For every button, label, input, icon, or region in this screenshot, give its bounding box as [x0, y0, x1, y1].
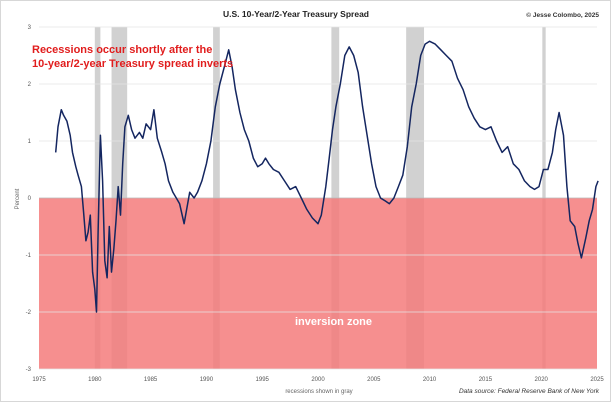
chart-credit: © Jesse Colombo, 2025	[526, 11, 599, 19]
annotation-line: 10-year/2-year Treasury spread inverts	[32, 58, 233, 70]
data-source: Data source: Federal Reserve Bank of New…	[459, 388, 600, 395]
y-tick-label: 2	[28, 82, 32, 88]
y-tick-label: 1	[28, 139, 32, 145]
inversion-zone	[39, 198, 597, 369]
series-line-spread	[54, 40, 599, 313]
x-tick-label: 1990	[200, 377, 214, 383]
annotation-line: Recessions occur shortly after the	[32, 44, 212, 56]
annotation-text: Recessions occur shortly after the 10-yea…	[32, 44, 233, 70]
y-tick-label: 3	[28, 25, 32, 31]
x-tick-label: 1975	[32, 377, 46, 383]
x-tick-label: 2000	[311, 377, 325, 383]
x-tick-label: 1980	[88, 377, 102, 383]
gridlines	[39, 26, 597, 370]
y-tick-label: -2	[26, 310, 32, 316]
x-tick-label: 1985	[144, 377, 158, 383]
y-tick-label: -3	[26, 367, 32, 373]
inversion-zone-label: inversion zone	[295, 316, 372, 328]
x-tick-label: 2020	[535, 377, 549, 383]
x-tick-label: 2015	[479, 377, 493, 383]
x-tick-label: 1995	[256, 377, 270, 383]
y-tick-label: -1	[26, 253, 32, 259]
x-tick-label: 2005	[367, 377, 381, 383]
y-tick-label: 0	[28, 196, 32, 202]
x-tick-label: 2010	[423, 377, 437, 383]
x-axis-label: recessions shown in gray	[285, 389, 352, 395]
y-tick-labels: 3 2 1 0 -1 -2 -3	[26, 25, 32, 373]
x-tick-labels: 1975 1980 1985 1990 1995 2000 2005 2010 2015 2020…	[32, 377, 604, 383]
x-tick-label: 2025	[590, 377, 604, 383]
y-axis-label: Percent	[15, 188, 21, 209]
chart-title: U.S. 10-Year/2-Year Treasury Spread	[223, 9, 369, 19]
